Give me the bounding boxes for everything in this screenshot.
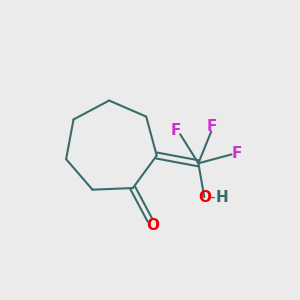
Text: F: F	[232, 146, 242, 161]
Text: O: O	[198, 190, 211, 205]
Text: F: F	[171, 123, 181, 138]
Text: F: F	[207, 119, 217, 134]
Text: H: H	[215, 190, 228, 205]
Text: -: -	[209, 190, 214, 205]
Text: O: O	[146, 218, 159, 233]
